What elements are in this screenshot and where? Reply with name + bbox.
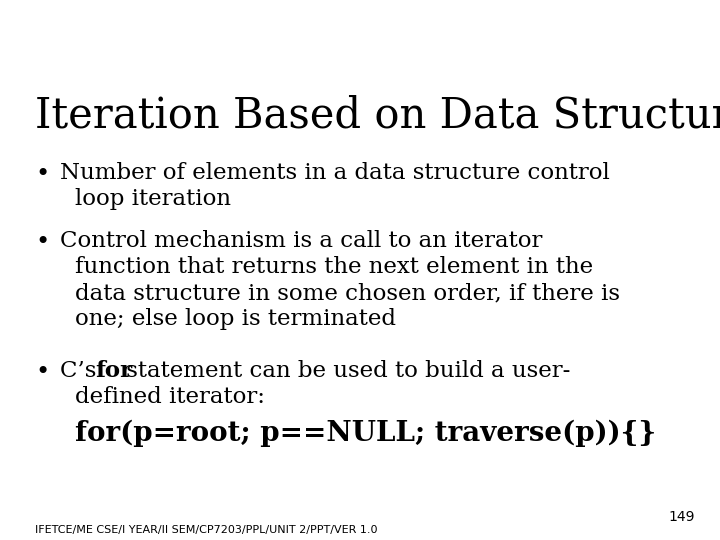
Text: C’s: C’s xyxy=(60,360,104,382)
Text: IFETCE/ME CSE/I YEAR/II SEM/CP7203/PPL/UNIT 2/PPT/VER 1.0: IFETCE/ME CSE/I YEAR/II SEM/CP7203/PPL/U… xyxy=(35,525,377,535)
Text: Iteration Based on Data Structures: Iteration Based on Data Structures xyxy=(35,95,720,137)
Text: loop iteration: loop iteration xyxy=(75,188,231,210)
Text: •: • xyxy=(35,162,49,186)
Text: statement can be used to build a user-: statement can be used to build a user- xyxy=(119,360,570,382)
Text: data structure in some chosen order, if there is: data structure in some chosen order, if … xyxy=(75,282,620,304)
Text: function that returns the next element in the: function that returns the next element i… xyxy=(75,256,593,278)
Text: 149: 149 xyxy=(668,510,695,524)
Text: Number of elements in a data structure control: Number of elements in a data structure c… xyxy=(60,162,610,184)
Text: one; else loop is terminated: one; else loop is terminated xyxy=(75,308,396,330)
Text: for: for xyxy=(95,360,132,382)
Text: •: • xyxy=(35,230,49,254)
Text: for(p=root; p==NULL; traverse(p)){}: for(p=root; p==NULL; traverse(p)){} xyxy=(75,420,656,447)
Text: Control mechanism is a call to an iterator: Control mechanism is a call to an iterat… xyxy=(60,230,542,252)
Text: •: • xyxy=(35,360,49,384)
Text: defined iterator:: defined iterator: xyxy=(75,386,265,408)
